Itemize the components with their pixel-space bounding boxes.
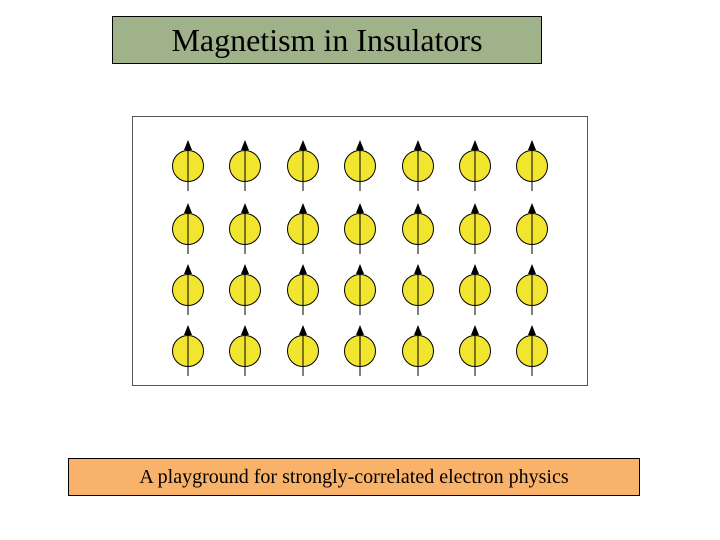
slide-subtitle-box: A playground for strongly-correlated ele… [68, 458, 640, 496]
spin-arrowhead-icon [241, 203, 249, 213]
spin-lattice-box [132, 116, 588, 386]
spin-arrowhead-icon [528, 203, 536, 213]
spin-site [516, 274, 548, 306]
spin-site [516, 150, 548, 182]
spin-site [287, 213, 319, 245]
spin-arrowhead-icon [241, 264, 249, 274]
spin-site [287, 150, 319, 182]
spin-arrowhead-icon [184, 325, 192, 335]
spin-site [229, 274, 261, 306]
spin-arrowhead-icon [356, 203, 364, 213]
spin-arrowhead-icon [528, 325, 536, 335]
slide-title-text: Magnetism in Insulators [171, 22, 482, 59]
spin-site [402, 274, 434, 306]
spin-site [172, 274, 204, 306]
spin-arrowhead-icon [356, 325, 364, 335]
spin-site [344, 335, 376, 367]
spin-site [172, 335, 204, 367]
spin-site [229, 150, 261, 182]
spin-arrowhead-icon [471, 264, 479, 274]
spin-site [402, 335, 434, 367]
spin-site [516, 335, 548, 367]
spin-site [344, 213, 376, 245]
spin-arrowhead-icon [414, 325, 422, 335]
spin-site [172, 150, 204, 182]
spin-site [229, 335, 261, 367]
spin-site [287, 335, 319, 367]
spin-arrowhead-icon [414, 264, 422, 274]
spin-arrowhead-icon [414, 140, 422, 150]
spin-site [459, 274, 491, 306]
spin-arrowhead-icon [241, 325, 249, 335]
spin-arrowhead-icon [471, 325, 479, 335]
spin-site [459, 335, 491, 367]
spin-arrowhead-icon [471, 140, 479, 150]
spin-arrowhead-icon [299, 140, 307, 150]
spin-site [344, 274, 376, 306]
slide-title-box: Magnetism in Insulators [112, 16, 542, 64]
spin-arrowhead-icon [471, 203, 479, 213]
spin-arrowhead-icon [528, 140, 536, 150]
spin-arrowhead-icon [299, 325, 307, 335]
spin-site [229, 213, 261, 245]
spin-arrowhead-icon [299, 203, 307, 213]
spin-site [459, 150, 491, 182]
spin-arrowhead-icon [356, 140, 364, 150]
slide-subtitle-text: A playground for strongly-correlated ele… [139, 466, 568, 489]
spin-site [402, 150, 434, 182]
spin-site [172, 213, 204, 245]
spin-arrowhead-icon [184, 140, 192, 150]
spin-arrowhead-icon [528, 264, 536, 274]
spin-arrowhead-icon [356, 264, 364, 274]
spin-arrowhead-icon [299, 264, 307, 274]
slide-stage: Magnetism in Insulators A playground for… [0, 0, 720, 540]
spin-arrowhead-icon [414, 203, 422, 213]
spin-site [516, 213, 548, 245]
spin-site [344, 150, 376, 182]
spin-site [402, 213, 434, 245]
spin-arrowhead-icon [184, 264, 192, 274]
spin-site [287, 274, 319, 306]
spin-arrowhead-icon [241, 140, 249, 150]
spin-site [459, 213, 491, 245]
spin-arrowhead-icon [184, 203, 192, 213]
